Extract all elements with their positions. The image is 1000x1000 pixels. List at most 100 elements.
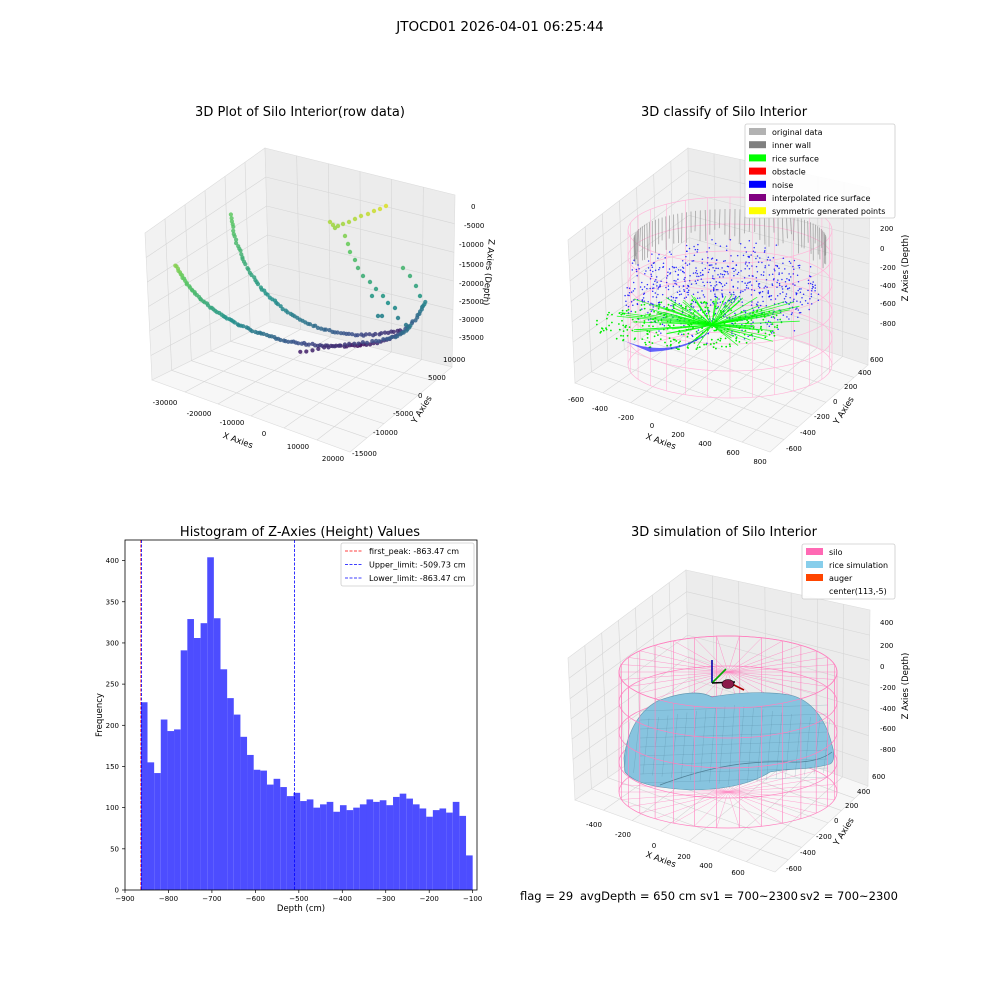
classify-ytick: 600 xyxy=(870,356,883,364)
noise-point xyxy=(783,297,786,300)
histogram-bar xyxy=(213,618,221,890)
rice-surface-point xyxy=(695,330,698,333)
rice-surface-point xyxy=(720,345,723,348)
gridline xyxy=(746,776,843,862)
noise-point xyxy=(689,274,691,277)
noise-point xyxy=(817,299,820,301)
noise-point xyxy=(788,303,790,306)
classify-ztick: 0 xyxy=(880,245,884,253)
gridline xyxy=(568,591,687,679)
noise-point xyxy=(760,273,763,276)
noise-point xyxy=(715,284,718,286)
simulation-ytick: 200 xyxy=(845,802,858,810)
silo-cap-spoke xyxy=(655,644,729,673)
noise-point xyxy=(778,284,781,287)
noise-point xyxy=(763,251,766,253)
noise-point xyxy=(626,287,628,289)
noise-point xyxy=(650,273,652,276)
noise-point xyxy=(691,260,693,262)
rice-surface-point xyxy=(622,335,625,337)
rice-surface-point xyxy=(757,330,760,332)
raw-point xyxy=(298,349,303,354)
rice-surface-point xyxy=(710,338,713,341)
rice-surface-point xyxy=(665,315,668,318)
histogram-bar xyxy=(426,816,433,890)
noise-point xyxy=(778,267,780,269)
legend-label: center(113,-5) xyxy=(829,587,887,596)
histogram-bar xyxy=(260,770,267,890)
histogram-bar xyxy=(306,799,314,890)
noise-point xyxy=(707,271,710,273)
raw-point xyxy=(231,224,236,229)
simulation-zlabel: Z Axies (Depth) xyxy=(901,653,911,720)
rice-surface-point xyxy=(776,324,779,327)
noise-point xyxy=(702,274,704,276)
rice-surface-point xyxy=(745,341,748,344)
noise-point xyxy=(743,276,746,279)
classify-ytick: 0 xyxy=(833,398,837,406)
noise-point xyxy=(692,306,695,308)
rice-surface-point xyxy=(615,337,618,340)
noise-point xyxy=(753,289,756,292)
rice-surface-point xyxy=(728,316,731,319)
rice-surface-point xyxy=(775,314,778,317)
rice-surface-ray xyxy=(695,324,713,336)
noise-point xyxy=(667,288,670,291)
noise-point xyxy=(667,285,670,287)
histogram-bar xyxy=(280,787,287,890)
noise-point xyxy=(665,281,668,284)
raw-point xyxy=(407,273,413,279)
noise-point xyxy=(678,303,681,305)
noise-point xyxy=(801,297,803,299)
histogram-bar xyxy=(320,804,327,890)
histogram-legend-box xyxy=(340,542,475,587)
rice-surface-point xyxy=(709,343,712,345)
classify-xtick: 0 xyxy=(650,422,654,430)
rice-surface-point xyxy=(697,322,700,324)
rice-surface-point xyxy=(720,329,723,332)
rice-surface-point xyxy=(779,318,782,321)
rice-surface-point xyxy=(678,319,681,322)
noise-point xyxy=(649,278,652,280)
histogram-bar xyxy=(399,793,407,890)
noise-point xyxy=(761,295,764,298)
noise-point xyxy=(651,266,654,269)
gridline xyxy=(591,371,785,440)
noise-point xyxy=(716,302,719,304)
raw-ztick: -5000 xyxy=(464,222,484,230)
silo-ring-front xyxy=(618,671,838,709)
rice-surface-point xyxy=(772,316,775,318)
noise-point xyxy=(685,250,688,252)
noise-point xyxy=(797,264,800,267)
noise-point xyxy=(724,270,727,273)
noise-point xyxy=(784,280,787,283)
noise-point xyxy=(676,296,678,299)
raw-panes xyxy=(144,147,456,453)
classify-xtick: 400 xyxy=(698,440,711,448)
noise-point xyxy=(748,240,751,242)
raw-point xyxy=(231,228,236,233)
noise-point xyxy=(808,275,811,277)
raw-point xyxy=(310,348,315,353)
raw-point xyxy=(332,225,338,231)
noise-point xyxy=(627,294,629,296)
noise-point xyxy=(706,262,709,264)
noise-point xyxy=(744,289,746,291)
noise-point xyxy=(777,279,779,281)
noise-point xyxy=(778,273,780,276)
inner-wall-stroke xyxy=(790,215,792,235)
rice-surface-point xyxy=(677,333,680,335)
histogram-bar xyxy=(154,773,161,890)
gridline xyxy=(689,237,869,290)
noise-point xyxy=(664,256,666,259)
simulation-silo-back xyxy=(618,635,838,828)
noise-point xyxy=(732,291,735,294)
rice-surface-point xyxy=(715,347,717,350)
raw-point xyxy=(356,341,361,346)
noise-point xyxy=(697,310,699,312)
rice-surface-point xyxy=(633,338,636,341)
raw-point xyxy=(323,327,328,332)
noise-point xyxy=(651,290,654,293)
noise-point xyxy=(688,247,691,250)
rice-surface-point xyxy=(771,323,774,325)
